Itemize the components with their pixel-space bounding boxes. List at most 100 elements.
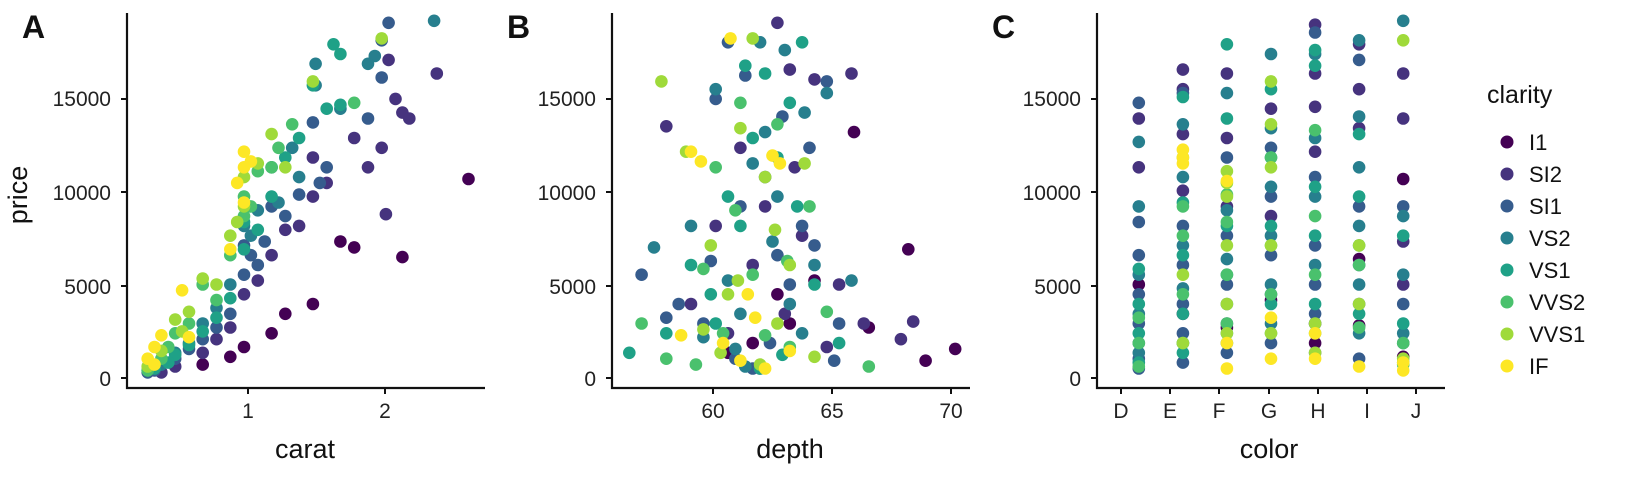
point-c-vs2-32	[1396, 14, 1410, 28]
legend-item-vvs1: VVS1	[1500, 322, 1585, 347]
point-c-if-3	[1220, 174, 1234, 188]
point-a-vvs1-11	[182, 305, 196, 319]
point-b-i1-5	[783, 317, 797, 330]
panel-tag-c: C	[992, 9, 1015, 45]
point-a-si1-3	[313, 176, 327, 190]
point-b-vs1-11	[832, 336, 846, 350]
point-c-i1-8	[1308, 336, 1322, 350]
point-b-vs2-0	[647, 241, 661, 254]
point-a-vvs2-0	[285, 118, 299, 131]
y-tick-label-b-0: 0	[584, 368, 596, 391]
point-b-si2-13	[778, 307, 792, 321]
point-a-si2-10	[224, 321, 237, 334]
x-tick-label-c-1: E	[1163, 400, 1177, 423]
point-b-vs1-3	[709, 317, 722, 330]
y-tick-labels-a: 0 5000 10000 15000	[53, 88, 111, 391]
point-c-si1-35	[1396, 200, 1410, 213]
point-a-vs2-9	[224, 278, 237, 291]
point-c-si2-0	[1132, 161, 1146, 174]
point-c-vs1-27	[1396, 229, 1410, 242]
point-c-si1-2	[1132, 248, 1146, 262]
point-b-i1-2	[902, 243, 915, 256]
legend-label-vs1: VS1	[1529, 258, 1571, 283]
point-c-vs2-35	[1396, 327, 1410, 340]
point-c-if-9	[1308, 352, 1322, 366]
point-b-vvs1-5	[746, 32, 759, 45]
panel-tag-b: B	[507, 9, 530, 45]
point-a-vvs2-12	[347, 96, 361, 110]
y-tick-label-a-0: 0	[99, 368, 111, 391]
point-c-si2-4	[1176, 127, 1190, 141]
point-c-si2-16	[1352, 82, 1366, 96]
point-a-vvs1-14	[230, 215, 244, 229]
point-c-si2-21	[1396, 278, 1410, 291]
point-c-si1-31	[1352, 200, 1366, 213]
point-b-if-0	[684, 145, 698, 158]
legend-swatch-if	[1500, 359, 1514, 373]
point-a-vs1-10	[251, 223, 265, 237]
point-b-vvs2-2	[697, 262, 710, 276]
point-c-si1-1	[1132, 215, 1146, 229]
y-tick-label-c-2: 10000	[1023, 182, 1081, 205]
point-a-si2-16	[279, 223, 292, 237]
point-c-si1-9	[1176, 219, 1190, 233]
point-b-si2-15	[709, 219, 722, 233]
point-c-vs2-33	[1396, 209, 1410, 223]
point-b-vvs1-7	[771, 317, 784, 330]
point-b-vs1-10	[808, 278, 821, 291]
point-b-vs1-6	[758, 67, 772, 80]
point-c-si1-14	[1220, 151, 1234, 164]
point-c-vs2-23	[1308, 190, 1322, 203]
x-tick-label-c-2: F	[1213, 400, 1226, 423]
point-c-vs1-7	[1176, 307, 1190, 321]
point-b-si2-6	[795, 229, 809, 242]
point-a-vs1-5	[237, 243, 251, 256]
point-a-i1-5	[237, 340, 251, 354]
point-b-vvs2-6	[758, 329, 772, 342]
point-b-vs2-12	[845, 274, 858, 287]
point-c-vs2-27	[1352, 110, 1366, 123]
point-b-vs2-5	[746, 157, 759, 170]
point-c-vvs1-16	[1352, 239, 1366, 252]
point-b-if-5	[773, 157, 787, 170]
x-tick-label-c-3: G	[1261, 400, 1277, 423]
point-c-vvs2-13	[1264, 288, 1278, 301]
point-a-i1-3	[306, 297, 320, 311]
point-c-vvs1-1	[1176, 268, 1190, 282]
point-b-si2-17	[906, 315, 920, 328]
point-b-si2-18	[788, 161, 801, 174]
points-c	[1132, 14, 1410, 377]
y-tick-label-b-1: 5000	[549, 276, 596, 299]
legend-item-i1: I1	[1500, 130, 1547, 155]
point-a-vvs1-7	[168, 313, 182, 326]
point-c-vs1-23	[1352, 127, 1366, 141]
point-a-si2-7	[292, 219, 306, 233]
point-c-si2-6	[1220, 67, 1234, 80]
point-b-vvs1-15	[731, 274, 745, 287]
legend-swatch-si1	[1500, 199, 1514, 213]
point-a-vvs2-13	[272, 141, 285, 155]
legend-label-si1: SI1	[1529, 194, 1562, 219]
legend-label-si2: SI2	[1529, 162, 1562, 187]
point-b-si1-7	[771, 248, 784, 262]
point-c-vs2-11	[1220, 204, 1234, 217]
point-c-vs2-15	[1264, 47, 1278, 61]
point-a-i1-8	[334, 235, 347, 248]
point-b-i1-1	[919, 354, 932, 368]
point-b-si2-16	[845, 67, 858, 80]
point-c-if-7	[1264, 352, 1278, 366]
x-tick-label-b-1: 65	[820, 400, 843, 423]
y-tick-label-b-3: 15000	[538, 88, 596, 111]
point-c-vs2-30	[1352, 278, 1366, 291]
point-b-vs2-15	[729, 342, 742, 356]
point-a-vs2-13	[292, 170, 306, 184]
legend-item-vs2: VS2	[1500, 226, 1571, 251]
point-b-si1-0	[635, 268, 648, 282]
point-c-vvs2-0	[1132, 311, 1146, 325]
point-b-si2-0	[660, 120, 673, 133]
y-tick-label-b-2: 10000	[538, 182, 596, 205]
point-a-i1-1	[396, 250, 409, 264]
point-b-vs1-2	[684, 258, 698, 272]
legend-label-i1: I1	[1529, 130, 1547, 155]
panel-tag-a: A	[22, 9, 45, 45]
